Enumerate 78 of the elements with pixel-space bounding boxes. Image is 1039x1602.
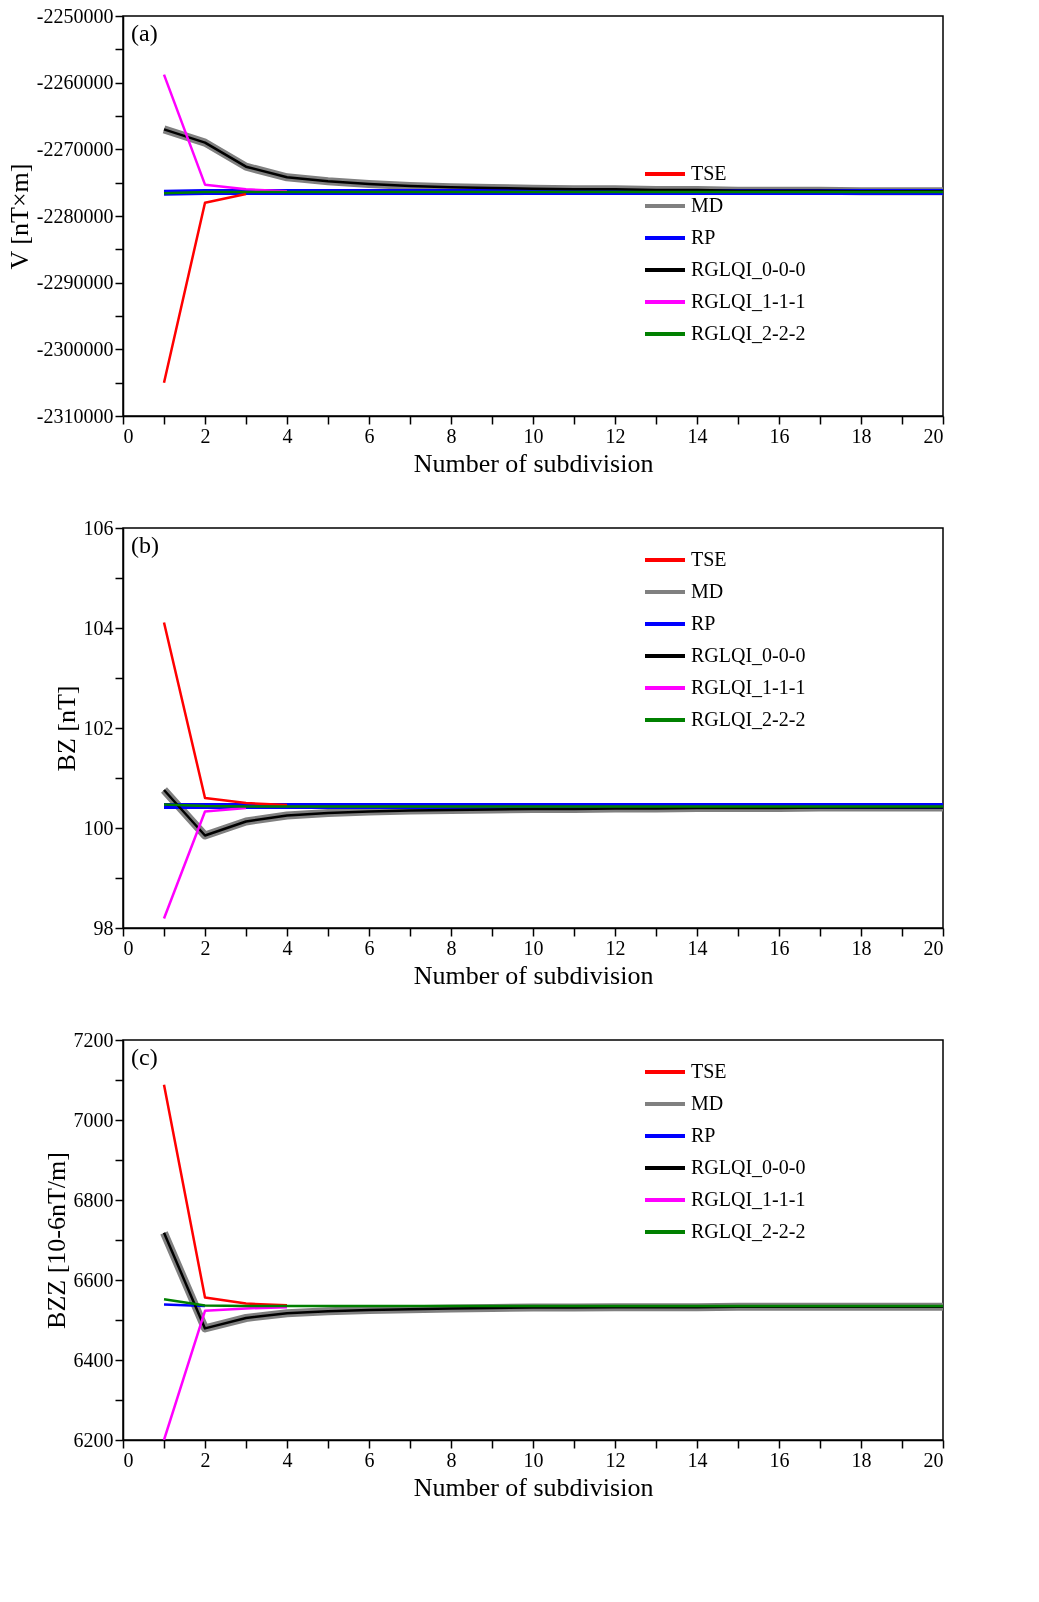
x-tick-label: 6 — [364, 936, 375, 959]
legend-label: RP — [691, 226, 716, 248]
y-tick-label: 6600 — [73, 1268, 114, 1291]
x-tick-label: 14 — [687, 936, 708, 959]
y-tick-label: -2310000 — [36, 404, 114, 427]
x-tick-label: 10 — [523, 1448, 544, 1471]
y-tick-label: 6400 — [73, 1348, 114, 1371]
x-tick-label: 4 — [282, 424, 293, 447]
legend-label: RGLQI_2-2-2 — [691, 708, 806, 730]
annotation: (a) — [131, 20, 158, 46]
x-axis-title: Number of subdivision — [413, 960, 654, 990]
legend-label: RGLQI_2-2-2 — [691, 1220, 806, 1242]
x-tick-label: 6 — [364, 424, 375, 447]
x-tick-label: 20 — [923, 936, 944, 959]
x-tick-label: 16 — [769, 424, 790, 447]
y-tick-label: 98 — [93, 916, 114, 939]
x-tick-label: 2 — [200, 1448, 211, 1471]
x-tick-label: 0 — [123, 424, 134, 447]
x-axis-title: Number of subdivision — [413, 1472, 654, 1502]
x-tick-label: 6 — [364, 1448, 375, 1471]
legend-label: MD — [691, 1092, 724, 1114]
x-tick-label: 8 — [446, 1448, 457, 1471]
legend-label: RGLQI_0-0-0 — [691, 1156, 806, 1178]
legend-label: RGLQI_1-1-1 — [691, 676, 806, 698]
y-tick-label: 106 — [83, 516, 114, 539]
legend-label: TSE — [691, 1060, 727, 1082]
x-tick-label: 16 — [769, 1448, 790, 1471]
x-tick-label: 14 — [687, 1448, 708, 1471]
y-tick-label: 6200 — [73, 1428, 114, 1451]
y-axis-title: BZ [nT] — [51, 685, 81, 772]
y-tick-label: 104 — [83, 616, 114, 639]
x-axis-title: Number of subdivision — [413, 448, 654, 478]
x-tick-label: 0 — [123, 1448, 134, 1471]
legend-label: RGLQI_0-0-0 — [691, 644, 806, 666]
x-tick-label: 20 — [923, 424, 944, 447]
x-tick-label: 4 — [282, 1448, 293, 1471]
x-tick-label: 18 — [851, 1448, 872, 1471]
x-tick-label: 0 — [123, 936, 134, 959]
x-tick-label: 10 — [523, 424, 544, 447]
legend-label: RGLQI_0-0-0 — [691, 258, 806, 280]
y-tick-label: -2280000 — [36, 204, 114, 227]
legend-label: RGLQI_2-2-2 — [691, 322, 806, 344]
y-tick-label: -2260000 — [36, 71, 114, 94]
x-tick-label: 8 — [446, 936, 457, 959]
y-tick-label: 7200 — [73, 1028, 114, 1051]
y-tick-label: 102 — [83, 716, 114, 739]
legend-label: TSE — [691, 548, 727, 570]
x-tick-label: 4 — [282, 936, 293, 959]
legend-label: RGLQI_1-1-1 — [691, 1188, 806, 1210]
x-tick-label: 10 — [523, 936, 544, 959]
legend-label: MD — [691, 580, 724, 602]
annotation: (b) — [131, 532, 159, 558]
y-tick-label: 7000 — [73, 1108, 114, 1131]
y-tick-label: -2250000 — [36, 4, 114, 27]
y-tick-label: 6800 — [73, 1188, 114, 1211]
y-tick-label: -2270000 — [36, 137, 114, 160]
legend-label: RP — [691, 612, 716, 634]
y-tick-label: -2290000 — [36, 271, 114, 294]
legend-label: TSE — [691, 162, 727, 184]
x-tick-label: 8 — [446, 424, 457, 447]
x-tick-label: 14 — [687, 424, 708, 447]
legend-label: RGLQI_1-1-1 — [691, 290, 806, 312]
y-axis-title: V [nT×m] — [4, 163, 34, 270]
x-tick-label: 2 — [200, 936, 211, 959]
x-tick-label: 12 — [605, 1448, 626, 1471]
y-axis-title: BZZ [10-6nT/m] — [41, 1152, 71, 1329]
x-tick-label: 12 — [605, 936, 626, 959]
y-tick-label: 100 — [83, 816, 114, 839]
x-tick-label: 18 — [851, 936, 872, 959]
x-tick-label: 2 — [200, 424, 211, 447]
x-tick-label: 18 — [851, 424, 872, 447]
x-tick-label: 20 — [923, 1448, 944, 1471]
x-tick-label: 12 — [605, 424, 626, 447]
legend-label: MD — [691, 194, 724, 216]
x-tick-label: 16 — [769, 936, 790, 959]
annotation: (c) — [131, 1044, 158, 1070]
y-tick-label: -2300000 — [36, 337, 114, 360]
legend-label: RP — [691, 1124, 716, 1146]
